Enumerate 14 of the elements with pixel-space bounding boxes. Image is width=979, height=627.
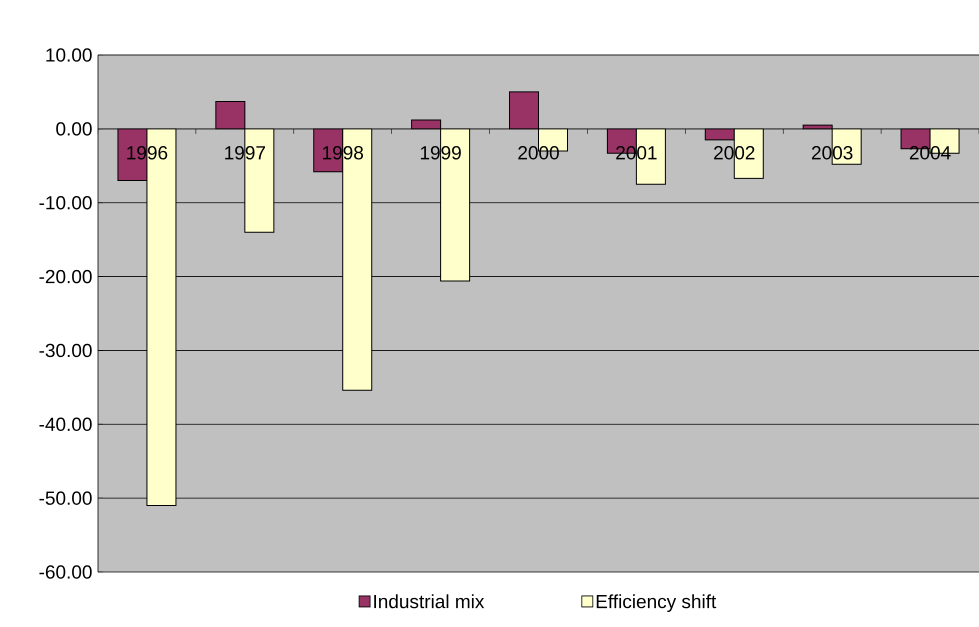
legend-label: Industrial mix	[374, 594, 484, 608]
y-tick-label: -20.00	[39, 270, 92, 284]
y-tick-label: 0.00	[56, 122, 92, 136]
x-tick-label: 2004	[910, 146, 951, 160]
y-tick-label: -10.00	[39, 196, 92, 210]
y-tick-label: -50.00	[39, 491, 92, 505]
x-tick-label: 2000	[518, 146, 559, 160]
y-tick-label: -40.00	[39, 418, 92, 432]
y-tick-label: -30.00	[39, 344, 92, 358]
y-tick-label: 10.00	[46, 48, 92, 62]
x-tick-label: 1998	[323, 146, 364, 160]
legend-label: Efficiency shift	[596, 594, 716, 612]
y-tick-label: -60.00	[39, 565, 92, 579]
x-tick-label: 1996	[127, 146, 168, 160]
